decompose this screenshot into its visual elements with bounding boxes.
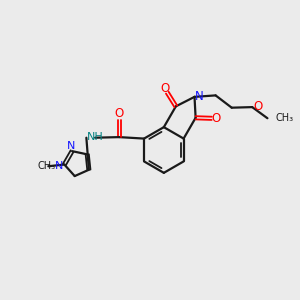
- Text: NH: NH: [86, 132, 103, 142]
- Text: CH₃: CH₃: [38, 161, 56, 171]
- Text: CH₃: CH₃: [276, 113, 294, 123]
- Text: N: N: [67, 141, 76, 151]
- Text: O: O: [160, 82, 170, 95]
- Text: O: O: [254, 100, 262, 113]
- Text: N: N: [195, 90, 204, 104]
- Text: N: N: [55, 161, 63, 171]
- Text: O: O: [212, 112, 221, 125]
- Text: O: O: [115, 107, 124, 120]
